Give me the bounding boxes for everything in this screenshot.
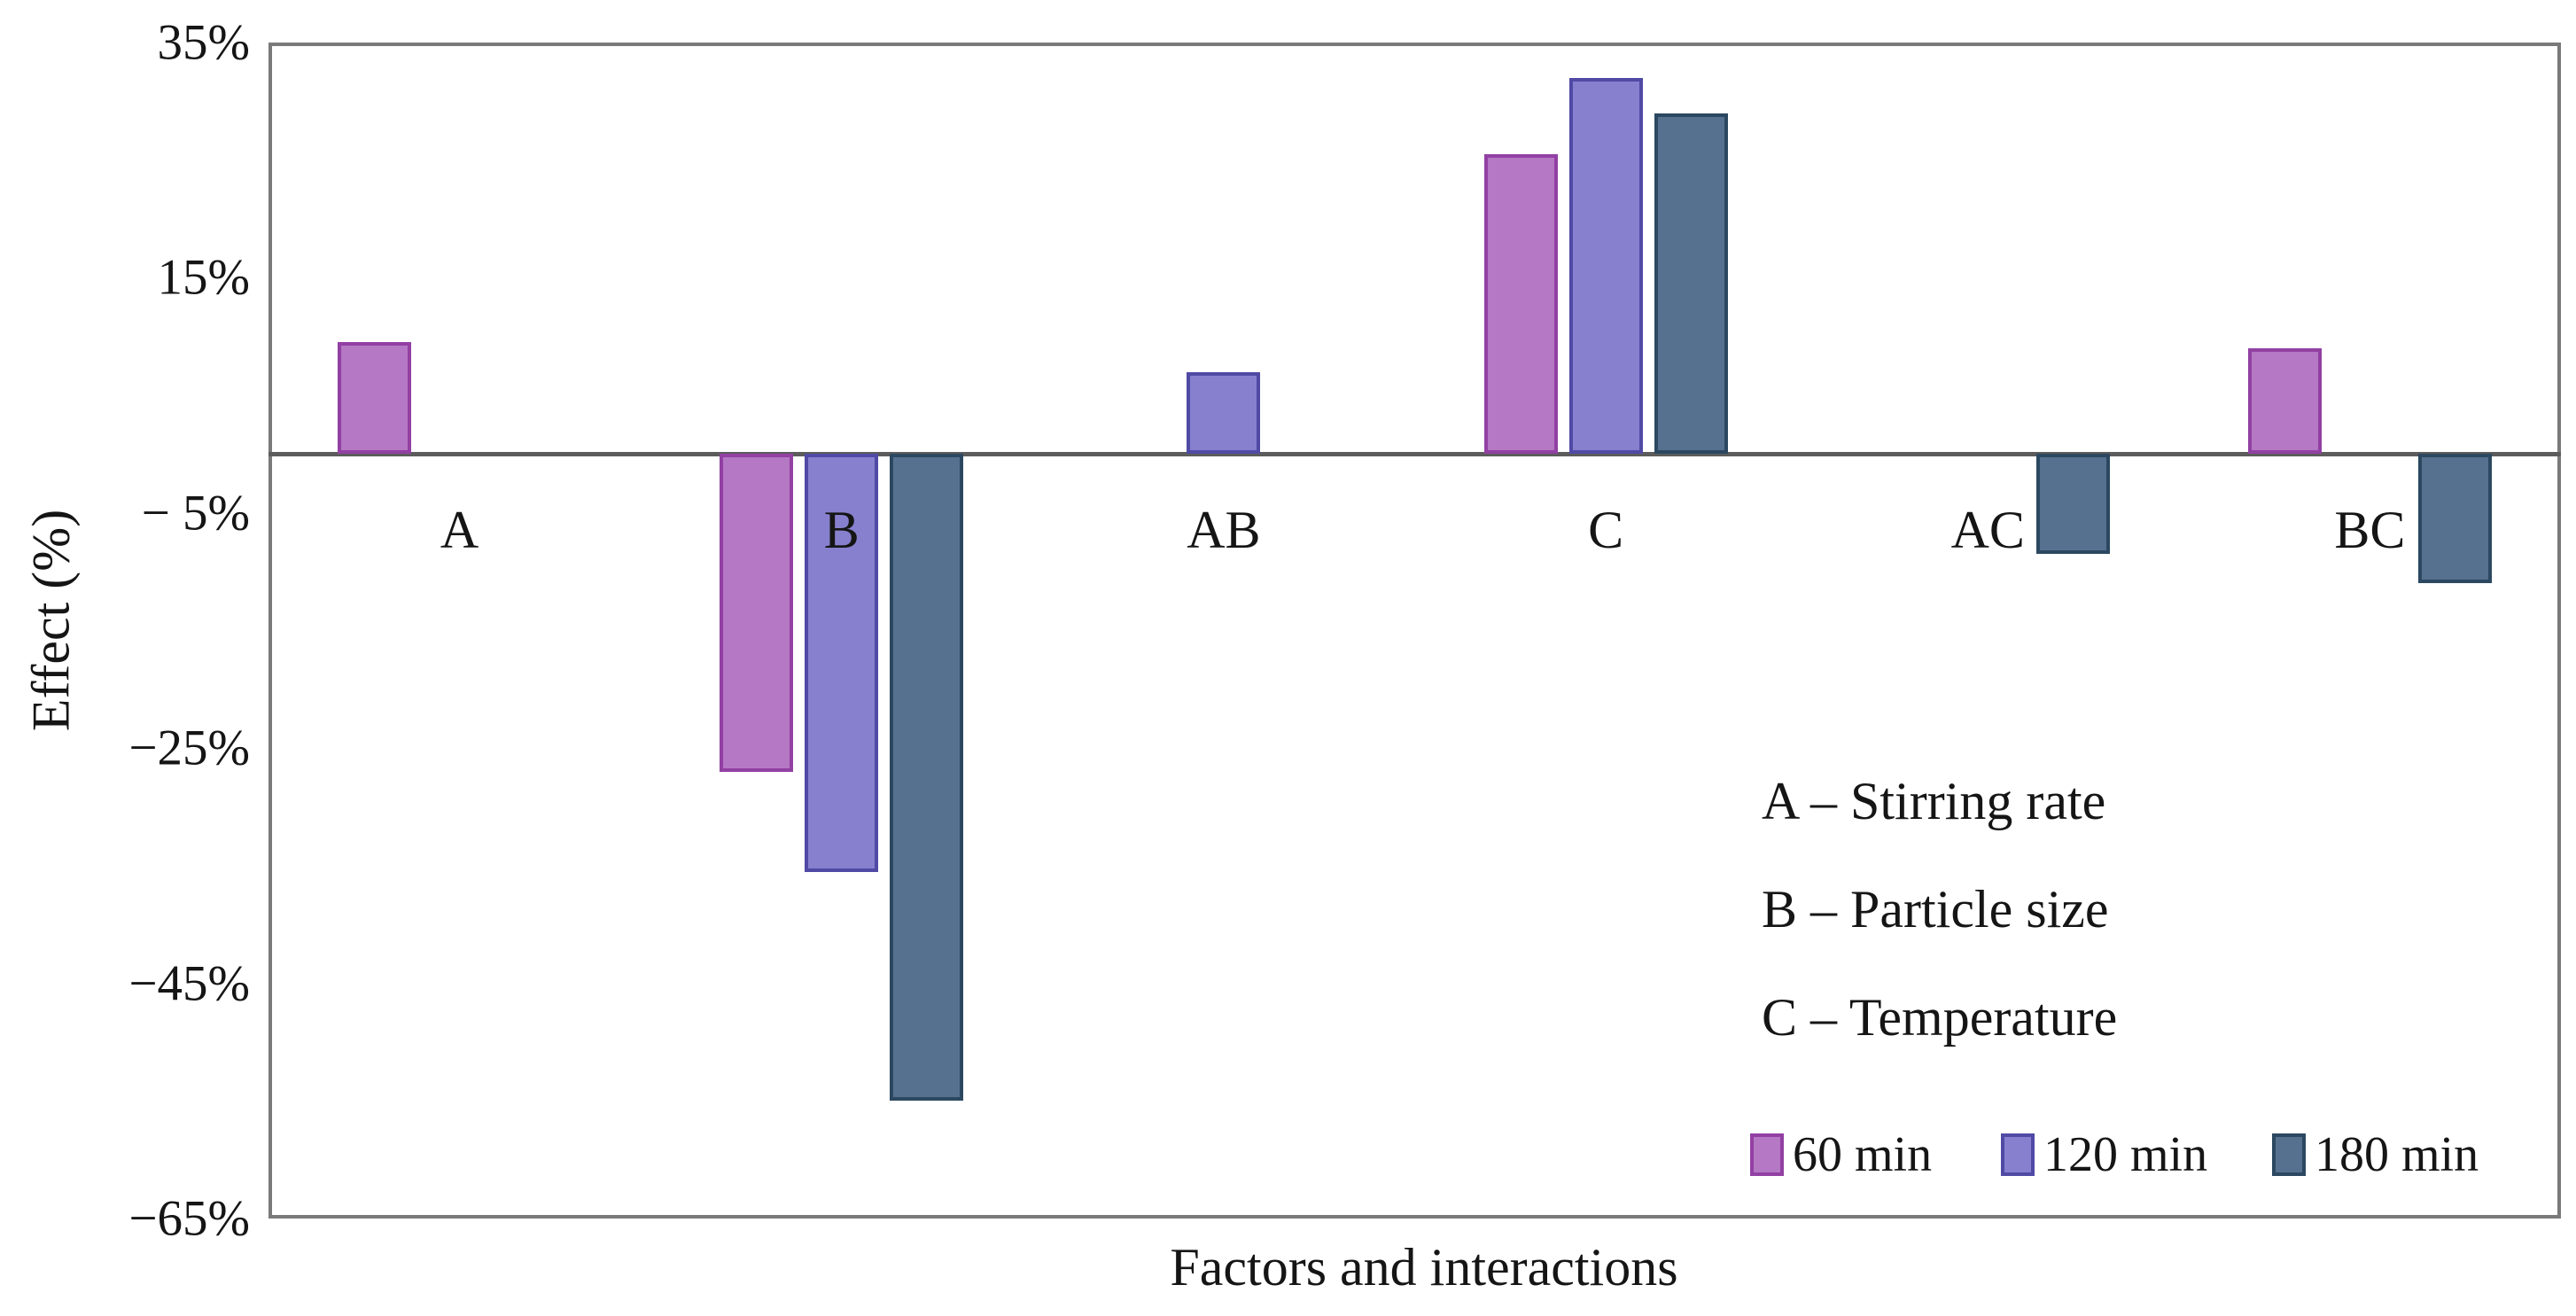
legend-label-180min: 180 min [2315, 1127, 2479, 1182]
category-label-B: B [823, 501, 860, 559]
legend-swatch-120min [2001, 1133, 2035, 1176]
x-axis-title: Factors and interactions [1170, 1238, 1678, 1297]
y-tick-label: −65% [128, 1190, 250, 1247]
y-tick-label: 35% [157, 14, 250, 71]
category-label-BC: BC [2334, 501, 2406, 559]
legend-item-60min: 60 min [1750, 1127, 1932, 1182]
zero-axis-line [268, 451, 2561, 456]
legend-label-120min: 120 min [2043, 1127, 2208, 1182]
legend-swatch-180min [2272, 1133, 2306, 1176]
category-label-C: C [1588, 501, 1624, 559]
factor-key-line-1: A – Stirring rate [1762, 772, 2106, 830]
plot-area-border [268, 43, 2561, 1219]
y-tick-label: −25% [128, 720, 250, 776]
y-axis-title: Effect (%) [21, 509, 81, 732]
y-tick-label: 15% [157, 249, 250, 306]
bar-120min-C [1568, 77, 1643, 455]
category-label-A: A [440, 501, 479, 559]
y-tick-label: −45% [128, 955, 250, 1012]
bar-180min-C [1654, 113, 1728, 455]
legend-item-180min: 180 min [2272, 1127, 2479, 1182]
bar-180min-BC [2417, 454, 2492, 584]
bar-120min-B [805, 454, 879, 872]
category-label-AC: AC [1950, 501, 2025, 559]
bar-60min-B [720, 454, 794, 772]
bar-60min-A [338, 342, 412, 455]
legend-swatch-60min [1750, 1133, 1784, 1176]
legend-label-60min: 60 min [1793, 1127, 1933, 1182]
y-tick-label: − 5% [141, 485, 250, 541]
factor-key-line-3: C – Temperature [1762, 988, 2118, 1047]
bar-180min-AC [2035, 454, 2110, 555]
factor-key-line-2: B – Particle size [1762, 880, 2109, 938]
bar-180min-B [890, 454, 964, 1102]
bar-60min-BC [2247, 348, 2322, 455]
category-label-AB: AB [1187, 501, 1261, 559]
bar-60min-C [1483, 154, 1558, 455]
bar-120min-AB [1187, 371, 1261, 455]
legend-item-120min: 120 min [2001, 1127, 2207, 1182]
